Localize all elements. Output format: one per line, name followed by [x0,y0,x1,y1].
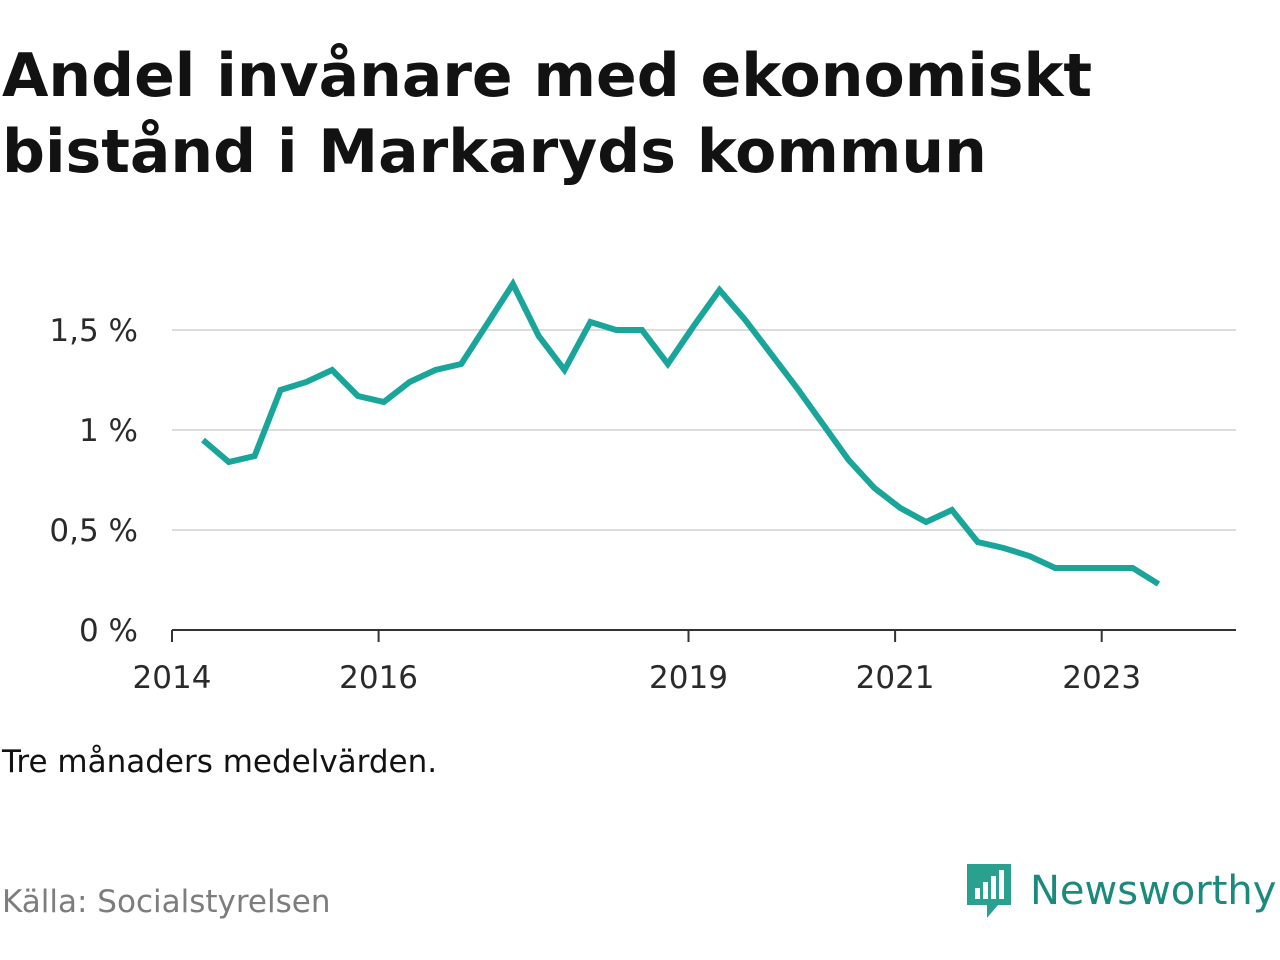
brand-name: Newsworthy [1030,868,1277,914]
x-tick-label: 2023 [1062,660,1141,696]
grid-lines [172,329,1236,531]
y-tick-label: 1 % [79,413,138,449]
y-tick-label: 1,5 % [49,313,138,349]
chart-title: Andel invånare med ekonomiskt bistånd i … [2,41,1093,187]
chart-subtitle: Tre månaders medelvärden. [2,744,438,780]
y-axis-tick-labels: 0 % 0,5 % 1 % 1,5 % [49,313,138,649]
brand-logo: Newsworthy [964,862,1276,920]
x-tick-label: 2021 [856,660,935,696]
series-layer [201,277,1161,587]
series-line-0 [201,277,1161,587]
line-chart: 0 % 0,5 % 1 % 1,5 % 2014 2016 2019 2021 2023 [49,277,1236,696]
newsworthy-logo-icon [967,864,1011,918]
y-tick-label: 0,5 % [49,513,138,549]
x-tick-label: 2014 [133,660,212,696]
x-tick-label: 2019 [649,660,728,696]
x-axis: 2014 2016 2019 2021 2023 [133,629,1236,696]
source-note: Källa: Socialstyrelsen [2,884,331,920]
y-tick-label: 0 % [79,613,138,649]
x-tick-label: 2016 [339,660,418,696]
